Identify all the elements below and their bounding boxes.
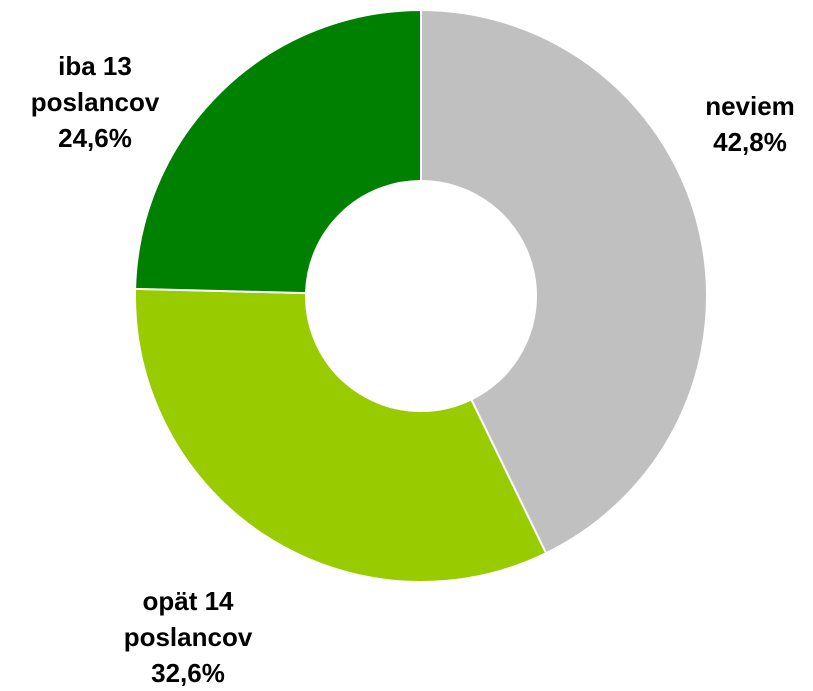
slice: [134, 287, 548, 583]
slice-label: opät 14 poslancov 32,6%: [98, 583, 278, 691]
value-label: 42,8%: [713, 127, 787, 157]
slice-label: iba 13 poslancov 24,6%: [5, 48, 185, 156]
value-label: 24,6%: [58, 123, 132, 153]
category-label: iba 13 poslancov: [30, 51, 160, 117]
slice: [134, 8, 422, 295]
slice: [420, 8, 708, 555]
slice-label: neviem 42,8%: [660, 88, 813, 160]
value-label: 32,6%: [151, 658, 225, 688]
category-label: neviem: [705, 91, 795, 121]
category-label: opät 14 poslancov: [123, 586, 253, 652]
